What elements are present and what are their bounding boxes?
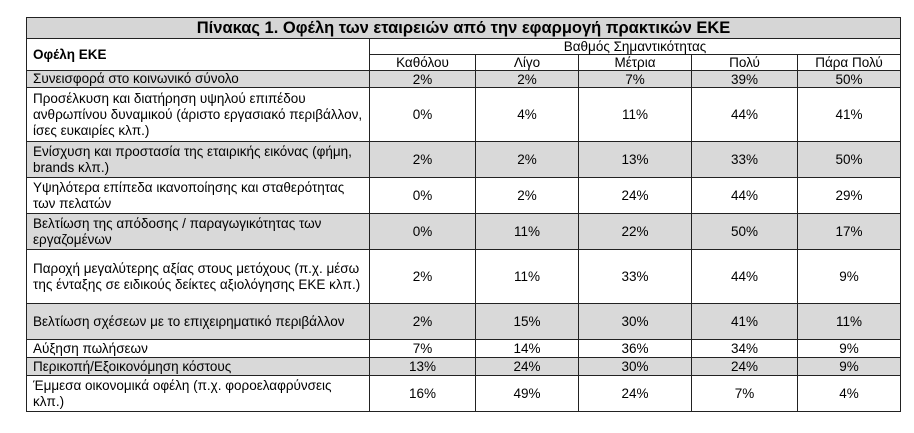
value-cell: 0% — [369, 177, 476, 214]
value-cell: 9% — [796, 249, 902, 304]
value-cell: 39% — [691, 70, 798, 88]
row-label: Ενίσχυση και προστασία της εταιρικής εικ… — [26, 141, 370, 178]
value-cell: 7% — [369, 339, 476, 358]
value-cell: 49% — [475, 375, 579, 412]
value-cell: 2% — [475, 141, 579, 178]
value-cell: 4% — [796, 375, 902, 412]
value-cell: 24% — [691, 357, 798, 376]
value-cell: 41% — [691, 303, 798, 340]
table-row: Έμμεσα οικονομικά οφέλη (π.χ. φοροελαφρύ… — [26, 375, 902, 412]
value-cell: 2% — [369, 70, 476, 88]
table-body: Συνεισφορά στο κοινωνικό σύνολο 2% 2% 7% 39%… — [26, 70, 902, 412]
column-header: Καθόλου — [369, 54, 476, 71]
value-cell: 9% — [796, 357, 902, 376]
column-header: Πάρα Πολύ — [796, 54, 902, 71]
value-cell: 11% — [475, 249, 579, 304]
table-title: Πίνακας 1. Οφέλη των εταιρειών από την ε… — [25, 17, 902, 39]
value-cell: 2% — [369, 303, 476, 340]
value-cell: 15% — [475, 303, 579, 340]
value-cell: 2% — [369, 141, 476, 178]
table-row: Περικοπή/Εξοικονόμηση κόστους 13% 24% 30% 24… — [26, 357, 902, 376]
value-cell: 41% — [796, 87, 902, 142]
value-cell: 7% — [691, 375, 798, 412]
importance-group-header: Βαθμός Σημαντικότητας — [368, 38, 902, 55]
value-cell: 44% — [691, 87, 798, 142]
table-container: Πίνακας 1. Οφέλη των εταιρειών από την ε… — [25, 17, 902, 412]
value-cell: 44% — [691, 249, 798, 304]
row-label-header: Οφέλη ΕΚΕ — [26, 38, 370, 71]
row-label: Υψηλότερα επίπεδα ικανοποίησης και σταθε… — [26, 177, 370, 214]
benefits-table: Πίνακας 1. Οφέλη των εταιρειών από την ε… — [25, 17, 902, 412]
value-cell: 24% — [578, 375, 692, 412]
table-row: Συνεισφορά στο κοινωνικό σύνολο 2% 2% 7% 39%… — [26, 70, 902, 88]
value-cell: 50% — [796, 70, 902, 88]
value-cell: 50% — [691, 213, 798, 250]
value-cell: 2% — [369, 249, 476, 304]
value-cell: 24% — [475, 357, 579, 376]
value-cell: 36% — [578, 339, 692, 358]
value-cell: 2% — [475, 70, 579, 88]
value-cell: 11% — [796, 303, 902, 340]
row-label: Περικοπή/Εξοικονόμηση κόστους — [26, 357, 370, 376]
row-label: Συνεισφορά στο κοινωνικό σύνολο — [26, 70, 370, 88]
value-cell: 17% — [796, 213, 902, 250]
row-label: Έμμεσα οικονομικά οφέλη (π.χ. φοροελαφρύ… — [26, 375, 370, 412]
table-row: Αύξηση πωλήσεων 7% 14% 36% 34% 9% — [26, 339, 902, 358]
row-label: Προσέλκυση και διατήρηση υψηλού επιπέδου… — [26, 87, 370, 142]
table-row: Παροχή μεγαλύτερης αξίας στους μετόχους … — [26, 249, 902, 304]
row-label: Παροχή μεγαλύτερης αξίας στους μετόχους … — [26, 249, 370, 304]
value-cell: 33% — [691, 141, 798, 178]
value-cell: 0% — [369, 213, 476, 250]
value-cell: 7% — [578, 70, 692, 88]
value-cell: 13% — [578, 141, 692, 178]
value-cell: 44% — [691, 177, 798, 214]
value-cell: 0% — [369, 87, 476, 142]
value-cell: 29% — [796, 177, 902, 214]
value-cell: 30% — [578, 357, 692, 376]
value-cell: 14% — [475, 339, 579, 358]
value-cell: 22% — [578, 213, 692, 250]
table-row: Ενίσχυση και προστασία της εταιρικής εικ… — [26, 141, 902, 178]
value-cell: 11% — [578, 87, 692, 142]
row-label: Βελτίωση της απόδοσης / παραγωγικότητας … — [26, 213, 370, 250]
value-cell: 16% — [369, 375, 476, 412]
column-header: Μέτρια — [578, 54, 692, 71]
value-cell: 24% — [578, 177, 692, 214]
row-label: Βελτίωση σχέσεων με το επιχειρηματικό πε… — [26, 303, 370, 340]
table-row: Προσέλκυση και διατήρηση υψηλού επιπέδου… — [26, 87, 902, 142]
column-header: Πολύ — [691, 54, 798, 71]
row-label: Αύξηση πωλήσεων — [26, 339, 370, 358]
table-row: Βελτίωση της απόδοσης / παραγωγικότητας … — [26, 213, 902, 250]
value-cell: 11% — [475, 213, 579, 250]
value-cell: 33% — [578, 249, 692, 304]
value-cell: 4% — [475, 87, 579, 142]
value-cell: 9% — [796, 339, 902, 358]
value-cell: 34% — [691, 339, 798, 358]
column-header: Λίγο — [475, 54, 579, 71]
table-row: Βελτίωση σχέσεων με το επιχειρηματικό πε… — [26, 303, 902, 340]
value-cell: 2% — [475, 177, 579, 214]
value-cell: 30% — [578, 303, 692, 340]
value-cell: 13% — [369, 357, 476, 376]
table-row: Υψηλότερα επίπεδα ικανοποίησης και σταθε… — [26, 177, 902, 214]
value-cell: 50% — [796, 141, 902, 178]
